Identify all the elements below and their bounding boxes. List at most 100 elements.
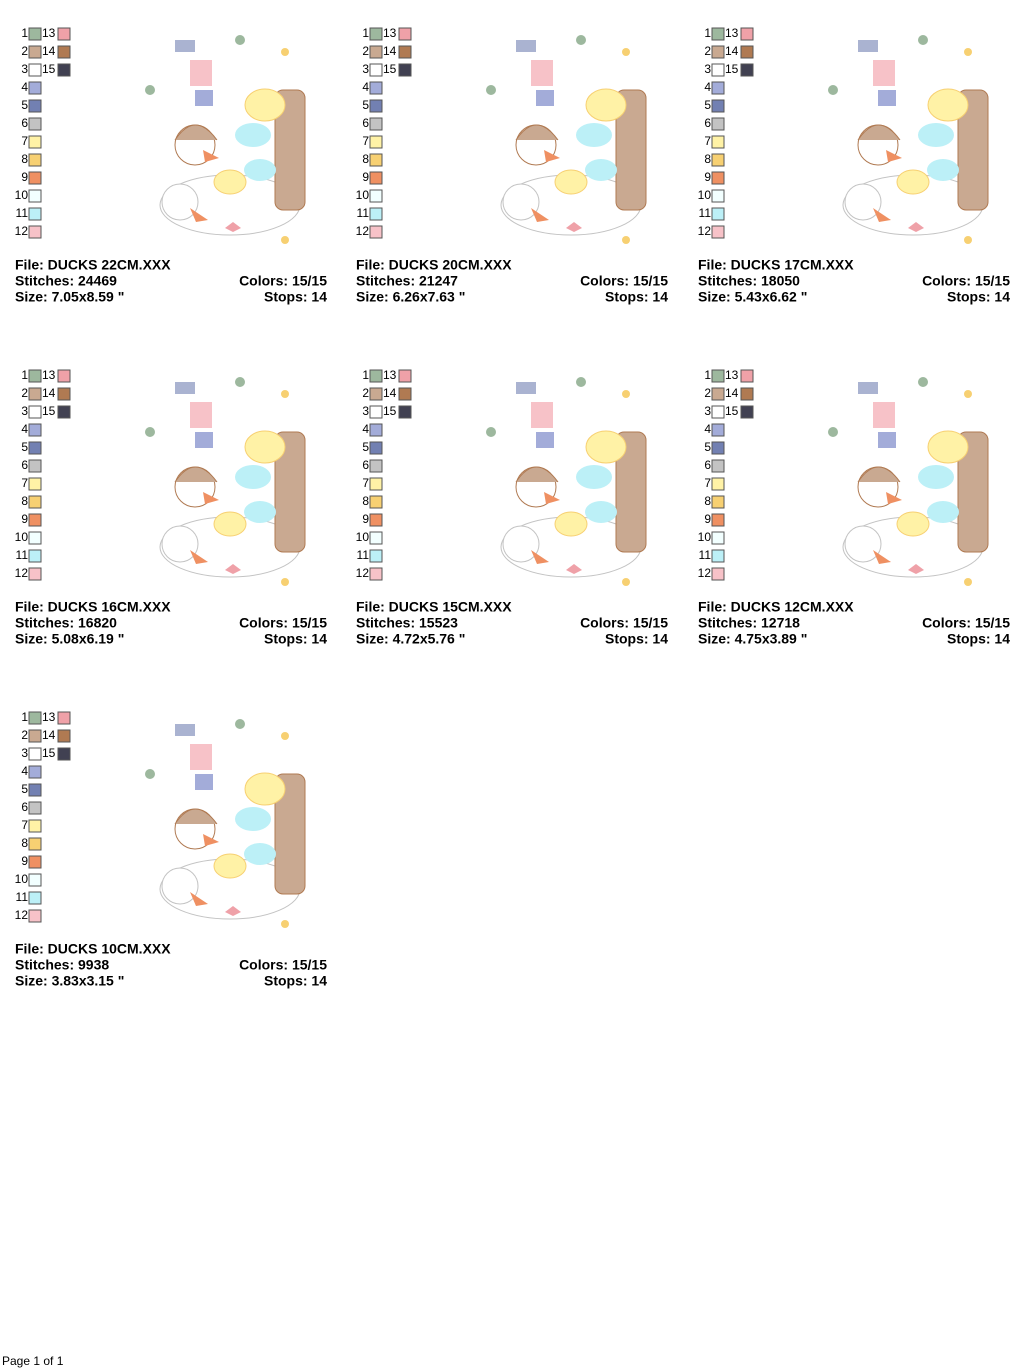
stop-count: Stops: 14 [264,973,327,989]
color-swatch [28,405,42,419]
design-size: Size: 5.43x6.62 " [698,289,807,305]
color-swatch [711,369,725,383]
color-number: 2 [362,386,369,400]
color-number: 3 [704,62,711,76]
color-swatch [711,99,725,113]
stop-count: Stops: 14 [947,631,1010,647]
color-number: 15 [383,62,397,76]
color-swatch [398,45,412,59]
color-swatch [369,81,383,95]
color-number: 12 [698,566,712,580]
stitch-count: Stitches: 24469 [15,273,117,289]
color-number: 10 [15,188,29,202]
color-number: 3 [21,404,28,418]
color-number: 9 [704,170,711,184]
color-number: 2 [704,386,711,400]
color-swatch [398,63,412,77]
color-swatch [369,225,383,239]
color-number: 7 [704,476,711,490]
color-swatch [740,63,754,77]
color-number: 9 [21,854,28,868]
color-swatch [711,189,725,203]
color-swatch [369,117,383,131]
color-number: 6 [362,116,369,130]
color-swatch [57,711,71,725]
color-number: 14 [42,386,56,400]
color-number: 1 [21,368,28,382]
color-swatch [369,477,383,491]
stitch-count: Stitches: 18050 [698,273,800,289]
color-count: Colors: 15/15 [580,615,668,631]
design-size: Size: 6.26x7.63 " [356,289,465,305]
color-number: 11 [699,206,712,220]
color-swatch [28,387,42,401]
color-swatch [369,423,383,437]
color-number: 15 [42,746,56,760]
color-number: 14 [725,44,739,58]
color-swatch [28,423,42,437]
color-swatch [711,81,725,95]
color-swatch [711,459,725,473]
color-number: 13 [725,26,739,40]
color-number: 10 [15,530,29,544]
color-swatch [369,153,383,167]
color-swatch [740,405,754,419]
design-size: Size: 7.05x8.59 " [15,289,124,305]
color-number: 5 [21,98,28,112]
color-swatch [711,423,725,437]
color-swatch [369,459,383,473]
color-swatch [369,63,383,77]
color-number: 14 [383,44,397,58]
color-number: 1 [362,26,369,40]
color-number: 5 [362,98,369,112]
color-number: 10 [698,530,712,544]
color-number: 11 [357,206,370,220]
color-number: 10 [698,188,712,202]
color-number: 8 [21,152,28,166]
color-number: 2 [704,44,711,58]
color-swatch [28,531,42,545]
color-swatch [369,99,383,113]
color-swatch [711,135,725,149]
color-swatch [711,567,725,581]
color-swatch [28,63,42,77]
design-preview [144,376,306,587]
color-number: 12 [698,224,712,238]
color-swatch [28,819,42,833]
color-swatch [369,45,383,59]
color-number: 8 [362,152,369,166]
color-number: 7 [362,134,369,148]
color-number: 6 [21,116,28,130]
file-name: File: DUCKS 22CM.XXX [15,257,171,273]
color-swatch [369,171,383,185]
color-number: 1 [362,368,369,382]
design-size: Size: 4.75x3.89 " [698,631,807,647]
file-name: File: DUCKS 16CM.XXX [15,599,171,615]
color-number: 7 [21,818,28,832]
color-swatch [711,63,725,77]
color-swatch [28,909,42,923]
color-swatch [711,27,725,41]
color-number: 14 [383,386,397,400]
color-number: 13 [383,26,397,40]
color-swatch [57,729,71,743]
color-number: 11 [16,548,29,562]
color-swatch [28,171,42,185]
color-swatch [28,747,42,761]
color-number: 11 [357,548,370,562]
color-number: 1 [21,26,28,40]
color-swatch [740,369,754,383]
color-swatch [369,207,383,221]
color-swatch [28,765,42,779]
color-number: 7 [21,134,28,148]
color-number: 10 [15,872,29,886]
color-swatch [711,477,725,491]
color-number: 2 [21,386,28,400]
color-number: 15 [383,404,397,418]
color-swatch [28,711,42,725]
color-swatch [57,369,71,383]
color-number: 9 [21,512,28,526]
color-number: 5 [704,440,711,454]
